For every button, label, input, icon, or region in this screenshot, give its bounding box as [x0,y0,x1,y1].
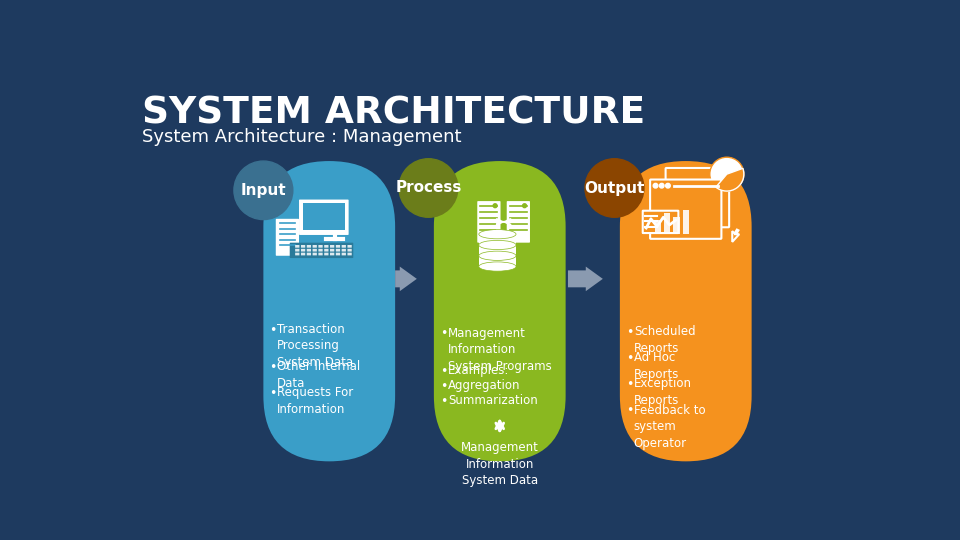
FancyBboxPatch shape [324,249,328,252]
Text: Transaction
Processing
System Data: Transaction Processing System Data [277,323,353,369]
FancyBboxPatch shape [330,245,334,248]
FancyBboxPatch shape [290,242,353,258]
FancyBboxPatch shape [307,245,311,248]
Text: Ad Hoc
Reports: Ad Hoc Reports [634,351,680,381]
FancyBboxPatch shape [319,249,323,252]
Text: •: • [440,380,447,393]
Text: Other Internal
Data: Other Internal Data [277,360,361,389]
FancyBboxPatch shape [263,161,396,461]
FancyBboxPatch shape [319,253,323,255]
Text: •: • [440,364,447,377]
FancyBboxPatch shape [655,220,660,234]
Circle shape [493,204,497,208]
Polygon shape [732,230,739,242]
Text: •: • [626,404,634,417]
FancyBboxPatch shape [313,253,317,255]
FancyBboxPatch shape [479,234,516,245]
FancyBboxPatch shape [479,256,516,267]
FancyArrow shape [568,267,603,291]
Text: Process: Process [396,180,462,195]
Circle shape [709,157,744,191]
FancyBboxPatch shape [348,253,351,255]
Circle shape [234,161,293,220]
FancyBboxPatch shape [665,168,730,227]
Text: Exception
Reports: Exception Reports [634,377,692,407]
FancyArrow shape [396,267,417,291]
FancyBboxPatch shape [319,245,323,248]
FancyBboxPatch shape [336,249,340,252]
FancyBboxPatch shape [307,253,311,255]
Text: Requests For
Information: Requests For Information [277,386,353,416]
FancyBboxPatch shape [301,253,305,255]
FancyBboxPatch shape [324,253,328,255]
Circle shape [585,159,644,217]
Circle shape [653,184,658,188]
FancyBboxPatch shape [348,245,351,248]
Text: Input: Input [241,183,286,198]
FancyBboxPatch shape [295,245,300,248]
Text: •: • [440,395,447,408]
FancyBboxPatch shape [434,161,565,461]
FancyBboxPatch shape [342,253,346,255]
Circle shape [660,184,664,188]
FancyBboxPatch shape [479,245,516,256]
Wedge shape [716,168,744,191]
FancyBboxPatch shape [507,201,530,242]
Text: •: • [270,323,276,336]
Text: Examples:: Examples: [447,364,509,377]
Text: Aggregation: Aggregation [447,379,520,392]
FancyBboxPatch shape [477,201,500,242]
FancyBboxPatch shape [336,245,340,248]
Text: •: • [440,327,447,340]
FancyBboxPatch shape [330,249,334,252]
Ellipse shape [479,262,516,271]
Text: Management
Information
System Programs: Management Information System Programs [447,327,552,373]
Text: •: • [270,387,276,400]
FancyBboxPatch shape [342,249,346,252]
Text: •: • [270,361,276,374]
FancyBboxPatch shape [313,249,317,252]
FancyBboxPatch shape [643,211,679,233]
FancyBboxPatch shape [313,245,317,248]
Ellipse shape [479,230,516,239]
Text: Scheduled
Reports: Scheduled Reports [634,325,695,355]
Text: •: • [626,326,634,339]
FancyBboxPatch shape [276,219,299,256]
Circle shape [665,184,670,188]
FancyBboxPatch shape [301,245,305,248]
Text: •: • [626,378,634,391]
FancyBboxPatch shape [324,245,328,248]
FancyBboxPatch shape [307,249,311,252]
Text: Summarization: Summarization [447,394,538,407]
Text: SYSTEM ARCHITECTURE: SYSTEM ARCHITECTURE [142,96,645,132]
FancyBboxPatch shape [620,161,752,461]
FancyBboxPatch shape [303,204,345,230]
FancyBboxPatch shape [299,200,348,235]
FancyBboxPatch shape [336,253,340,255]
Text: Management
Information
System Data: Management Information System Data [461,441,539,487]
FancyBboxPatch shape [295,253,300,255]
Text: Output: Output [585,180,644,195]
FancyBboxPatch shape [673,217,680,234]
FancyBboxPatch shape [650,179,721,239]
Text: •: • [626,352,634,365]
FancyBboxPatch shape [295,249,300,252]
FancyBboxPatch shape [683,210,689,234]
Text: System Architecture : Management: System Architecture : Management [142,128,461,146]
Ellipse shape [479,251,516,260]
Ellipse shape [479,240,516,249]
Circle shape [399,159,458,217]
Text: Feedback to
system
Operator: Feedback to system Operator [634,403,706,450]
FancyBboxPatch shape [664,213,670,234]
FancyBboxPatch shape [330,253,334,255]
FancyBboxPatch shape [348,249,351,252]
Circle shape [522,204,526,208]
FancyBboxPatch shape [342,245,346,248]
FancyBboxPatch shape [301,249,305,252]
